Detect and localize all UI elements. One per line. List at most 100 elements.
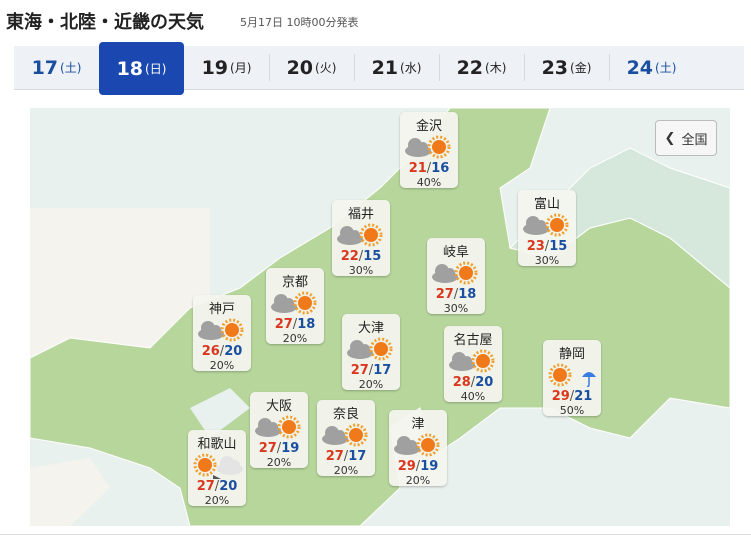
sun-icon — [548, 363, 572, 387]
city-name: 京都 — [281, 275, 308, 290]
low-temp: 18 — [297, 317, 316, 332]
cloud-icon — [394, 436, 420, 455]
back-label: 全国 — [681, 132, 708, 148]
precip-chance: 20% — [209, 359, 235, 372]
high-temp: 23 — [526, 239, 545, 254]
city-name: 名古屋 — [453, 333, 493, 348]
high-temp: 27 — [350, 363, 369, 378]
low-temp: 18 — [458, 287, 477, 302]
city-forecast-card[interactable]: 金沢 21/16 40% — [400, 112, 458, 189]
sun-icon — [471, 349, 495, 373]
high-temp: 27 — [274, 317, 293, 332]
city-forecast-card[interactable]: 岐阜 27/18 30% — [427, 238, 485, 315]
precip-chance: 20% — [358, 378, 384, 391]
precip-chance: 20% — [204, 494, 230, 507]
tab-day: 21 — [371, 56, 399, 79]
precip-chance: 40% — [416, 176, 442, 189]
tab-weekday: (月) — [230, 61, 252, 75]
city-name: 津 — [411, 417, 425, 432]
city-forecast-card[interactable]: 奈良 27/17 20% — [317, 400, 375, 477]
temperature: 22/15 — [340, 249, 382, 264]
issued-time: 5月17日 10時00分発表 — [240, 16, 359, 29]
umbrella-icon — [582, 372, 596, 388]
temperature: 29/21 — [551, 389, 593, 404]
temperature: 27/19 — [258, 441, 300, 456]
tab-day-24[interactable]: 24 (土) — [609, 46, 694, 89]
city-forecast-card[interactable]: 京都 27/18 20% — [266, 268, 324, 345]
city-name: 静岡 — [558, 347, 585, 362]
back-to-national-button[interactable]: ❮ 全国 — [655, 120, 717, 156]
temperature: 28/20 — [452, 375, 494, 390]
precip-chance: 20% — [405, 474, 431, 487]
city-forecast-card[interactable]: 大阪 27/19 20% — [250, 392, 308, 469]
precip-chance: 30% — [348, 264, 374, 277]
city-name: 岐阜 — [442, 245, 469, 260]
high-temp: 22 — [340, 249, 359, 264]
tab-day-21[interactable]: 21 (水) — [354, 46, 439, 89]
city-name: 和歌山 — [197, 437, 237, 452]
city-forecast-card[interactable]: 富山 23/15 30% — [518, 190, 576, 267]
tab-day-22[interactable]: 22 (木) — [439, 46, 524, 89]
city-forecast-card[interactable]: 福井 22/15 30% — [332, 200, 390, 277]
cloud-then-sun-weather-icon — [337, 223, 383, 247]
precip-chance: 30% — [534, 254, 560, 267]
precip-chance: 50% — [559, 404, 585, 417]
sun-then-cloud-weather-icon — [193, 453, 243, 479]
precip-chance: 30% — [443, 302, 469, 315]
sun-icon — [427, 135, 451, 159]
tab-day: 18 — [116, 57, 144, 80]
tab-weekday: (火) — [315, 61, 337, 75]
precip-chance: 40% — [460, 390, 486, 403]
cloud-icon — [198, 321, 224, 340]
sun-icon — [359, 223, 383, 247]
high-temp: 27 — [258, 441, 277, 456]
temperature: 27/20 — [196, 479, 238, 494]
tab-weekday: (土) — [60, 61, 82, 75]
high-temp: 28 — [452, 375, 471, 390]
high-temp: 21 — [408, 161, 427, 176]
city-forecast-card[interactable]: 和歌山 27/20 20% — [188, 430, 246, 507]
tab-day-17[interactable]: 17 (土) — [14, 46, 99, 89]
cloud-icon — [449, 352, 475, 371]
city-forecast-card[interactable]: 名古屋 28/20 40% — [444, 326, 502, 403]
tab-weekday: (木) — [485, 61, 507, 75]
cloud-then-sun-weather-icon — [405, 135, 451, 159]
tab-day: 20 — [286, 56, 314, 79]
temperature: 27/18 — [274, 317, 316, 332]
tab-day-19[interactable]: 19 (月) — [184, 46, 269, 89]
tab-day-18[interactable]: 18 (日) — [99, 42, 184, 95]
low-temp: 17 — [373, 363, 392, 378]
high-temp: 27 — [325, 449, 344, 464]
city-name: 奈良 — [332, 407, 359, 422]
city-forecast-card[interactable]: 津 29/19 20% — [389, 410, 447, 487]
temperature: 26/20 — [201, 344, 243, 359]
tab-day: 19 — [201, 56, 229, 79]
tab-day: 22 — [456, 56, 484, 79]
sun-icon — [454, 261, 478, 285]
temperature: 21/16 — [408, 161, 450, 176]
low-temp: 20 — [475, 375, 494, 390]
cloud-then-sun-weather-icon — [347, 337, 393, 361]
divider — [0, 534, 751, 535]
tab-day-23[interactable]: 23 (金) — [524, 46, 609, 89]
city-forecast-card[interactable]: 大津 27/17 20% — [342, 314, 400, 391]
city-forecast-card[interactable]: 静岡 29/21 50% — [543, 340, 601, 417]
cloud-then-sun-weather-icon — [322, 423, 368, 447]
tab-day-20[interactable]: 20 (火) — [269, 46, 354, 89]
sun-icon — [293, 291, 317, 315]
city-forecast-card[interactable]: 神戸 26/20 20% — [193, 295, 251, 372]
tab-day: 23 — [541, 56, 569, 79]
precip-chance: 20% — [282, 332, 308, 345]
cloud-then-sun-weather-icon — [523, 213, 569, 237]
sun-icon — [416, 433, 440, 457]
precip-chance: 20% — [266, 456, 292, 469]
cloud-then-sun-weather-icon — [432, 261, 478, 285]
cloud-then-sun-weather-icon — [271, 291, 317, 315]
cloud-icon — [523, 216, 549, 235]
tab-weekday: (土) — [655, 61, 677, 75]
cloud-then-sun-weather-icon — [255, 415, 301, 439]
temperature: 27/18 — [435, 287, 477, 302]
tab-weekday: (日) — [145, 62, 167, 76]
city-name: 神戸 — [208, 302, 235, 317]
cloud-then-sun-weather-icon — [394, 433, 440, 457]
